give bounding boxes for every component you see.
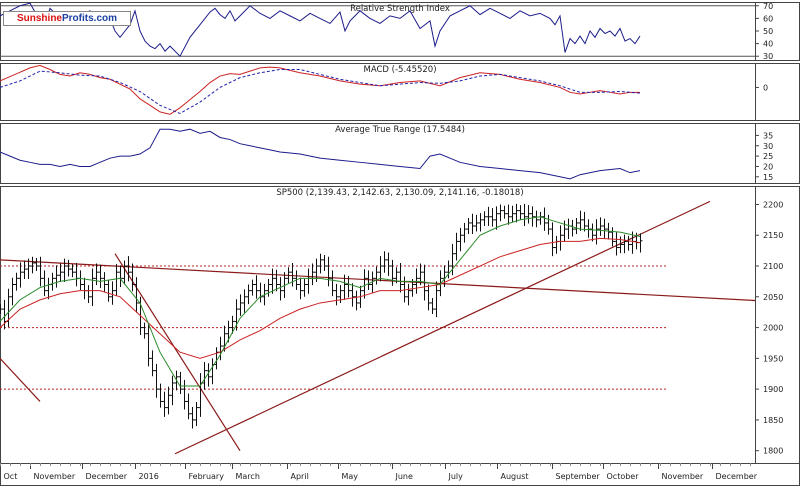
panel-plot-area — [0, 200, 755, 455]
x-tick-label: 2016 — [139, 472, 159, 481]
panel-title: MACD (-5.45520) — [363, 65, 436, 75]
y-tick-label: 60 — [763, 14, 773, 23]
y-tick-label: 30 — [763, 142, 773, 151]
panel-title: Relative Strength Index — [350, 4, 450, 14]
panel-3: 1800 1850 1900 1950 2000 2050 2100 2150 2200 SP50… — [0, 186, 800, 464]
y-tick-label: 20 — [763, 162, 773, 171]
x-tick-label: December — [86, 472, 128, 481]
moving-average-long — [0, 237, 641, 359]
y-tick-label: 35 — [763, 131, 773, 140]
y-tick-label: 40 — [763, 40, 773, 49]
y-tick-label: 2150 — [763, 231, 783, 240]
x-tick-label: May — [342, 472, 359, 481]
brand-logo: SunshineProfits.com — [3, 11, 131, 26]
trend-line-1 — [114, 253, 241, 452]
y-tick-label: 2200 — [763, 200, 783, 209]
x-tick-label: June — [395, 472, 414, 481]
y-tick-label: 50 — [763, 27, 773, 36]
trend-line-3 — [0, 357, 41, 402]
y-tick-label: 1850 — [763, 416, 783, 425]
panel-0: 30 40 50 60 70 Relative Strength Index — [0, 2, 800, 61]
x-tick-label: March — [236, 472, 260, 481]
series-line-0 — [0, 128, 641, 180]
logo-text-part2: Profits.com — [62, 13, 118, 24]
y-tick-label: 25 — [763, 152, 773, 161]
panel-plot-area — [0, 2, 641, 58]
y-tick-label: 30 — [763, 52, 773, 61]
x-tick-label: December — [716, 472, 758, 481]
panel-plot-area — [0, 128, 641, 180]
y-tick-label: 1800 — [763, 447, 783, 456]
y-tick-label: 15 — [763, 173, 773, 182]
y-tick-label: 1950 — [763, 354, 783, 363]
y-tick-label: 1900 — [763, 385, 783, 394]
x-tick-label: November — [34, 472, 76, 481]
y-tick-label: 2100 — [763, 262, 783, 271]
y-tick-label: 0 — [763, 83, 768, 92]
moving-average-short — [0, 216, 641, 387]
panel-title: SP500 (2,139.43, 2,142.63, 2,130.09, 2,1… — [276, 188, 523, 198]
x-tick-label: September — [556, 472, 601, 481]
y-tick-label: 70 — [763, 2, 773, 11]
y-tick-label: 2000 — [763, 324, 783, 333]
x-tick-label: November — [662, 472, 704, 481]
logo-text-part1: Sunshine — [16, 13, 62, 24]
x-tick-label: April — [291, 472, 309, 481]
series-line-1 — [0, 69, 641, 115]
panel-plot-area — [0, 64, 641, 115]
x-tick-label: October — [607, 472, 640, 481]
series-line-0 — [0, 2, 641, 58]
x-tick-label: February — [189, 472, 225, 481]
x-tick-label: Oct — [4, 472, 18, 481]
x-tick-label: July — [448, 472, 464, 481]
panel-title: Average True Range (17.5484) — [335, 125, 465, 135]
y-tick-label: 2050 — [763, 293, 783, 302]
x-tick-label: August — [501, 472, 529, 481]
